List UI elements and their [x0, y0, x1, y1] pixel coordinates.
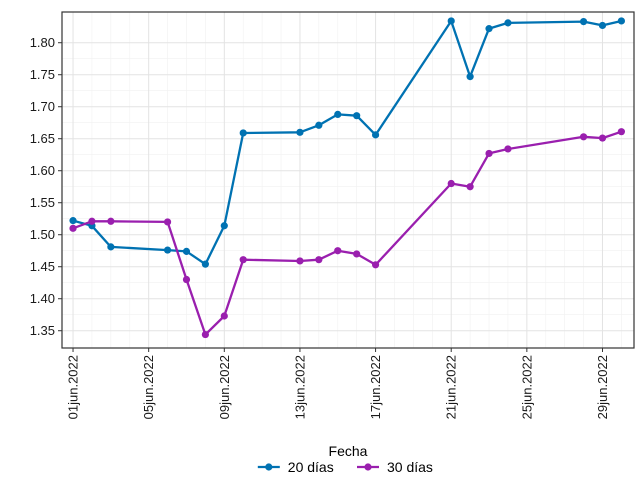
data-point	[239, 256, 247, 264]
data-point	[315, 256, 323, 264]
grid	[62, 12, 634, 348]
data-point	[220, 222, 228, 230]
y-tick-label: 1.75	[30, 67, 55, 82]
y-axis: 1.35 1.40 1.45 1.50 1.55 1.60 1.65 1.70 1.75 1.80	[30, 35, 62, 338]
data-point	[447, 17, 455, 25]
x-tick-label: 13jun.2022	[292, 355, 307, 419]
x-tick-label: 05jun.2022	[141, 355, 156, 419]
data-point	[201, 260, 209, 268]
data-point	[485, 149, 493, 158]
series-1	[69, 17, 625, 268]
legend-label: 30 días	[387, 459, 433, 475]
data-point	[371, 131, 380, 139]
legend: 20 días 30 días	[257, 459, 433, 475]
data-point	[466, 73, 474, 81]
x-tick-label: 17jun.2022	[368, 355, 383, 419]
data-point	[296, 257, 304, 265]
data-point	[447, 179, 455, 188]
x-tick-label: 01jun.2022	[66, 355, 81, 419]
data-point	[163, 218, 172, 226]
data-point	[617, 128, 625, 136]
y-tick-label: 1.80	[30, 35, 55, 50]
data-point	[69, 224, 77, 232]
x-axis-title: Fecha	[329, 443, 368, 459]
data-point	[107, 217, 115, 225]
data-point	[220, 312, 228, 320]
y-tick-label: 1.50	[30, 227, 55, 242]
data-point	[353, 250, 361, 258]
y-tick-label: 1.35	[30, 323, 55, 338]
data-point	[182, 275, 191, 284]
data-point	[504, 145, 512, 153]
data-point	[504, 19, 512, 27]
data-point	[466, 183, 474, 191]
data-point	[182, 247, 191, 255]
data-point	[485, 25, 493, 33]
y-tick-label: 1.55	[30, 195, 55, 210]
data-point	[69, 217, 77, 225]
y-tick-label: 1.60	[30, 163, 55, 178]
data-point	[579, 18, 588, 26]
x-axis: 01jun.2022 05jun.2022 09jun.2022 13jun.2022…	[66, 348, 610, 419]
legend-key-1	[257, 463, 280, 471]
legend-key-2	[357, 463, 379, 471]
data-point	[201, 330, 209, 339]
y-tick-label: 1.65	[30, 131, 55, 146]
y-tick-label: 1.45	[30, 259, 55, 274]
data-point	[598, 21, 607, 30]
data-point	[334, 247, 342, 255]
x-tick-label: 09jun.2022	[217, 355, 232, 419]
x-tick-label: 21jun.2022	[444, 355, 459, 419]
data-point	[334, 110, 342, 118]
series-2	[69, 128, 625, 339]
legend-label: 20 días	[288, 459, 334, 475]
series-layer	[69, 17, 625, 339]
data-point	[315, 121, 323, 129]
data-point	[88, 217, 96, 225]
x-tick-label: 25jun.2022	[519, 355, 534, 419]
data-point	[353, 112, 361, 120]
x-tick-label: 29jun.2022	[595, 355, 610, 419]
data-point	[239, 129, 247, 137]
data-point	[598, 134, 607, 142]
plot-panel-border	[61, 11, 635, 349]
y-tick-label: 1.40	[30, 291, 55, 306]
data-point	[107, 243, 115, 251]
y-tick-label: 1.70	[30, 99, 55, 114]
data-point	[617, 17, 625, 25]
data-point	[579, 133, 588, 141]
data-point	[371, 261, 380, 269]
data-point	[296, 128, 304, 136]
data-point	[163, 246, 172, 254]
